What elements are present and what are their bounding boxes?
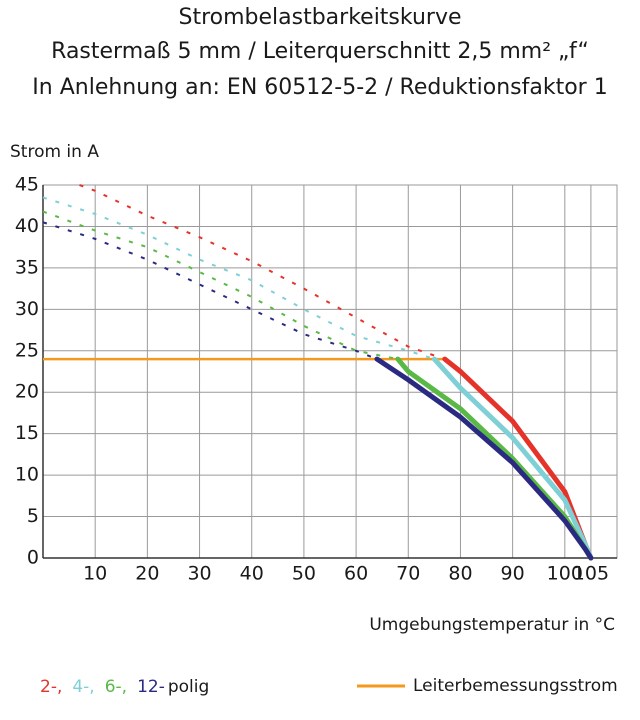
y-tick-label: 20 xyxy=(15,381,39,403)
legend-label: Leiterbemessungsstrom xyxy=(413,676,618,696)
chart-subtitle: In Anlehnung an: EN 60512-5-2 / Reduktio… xyxy=(32,75,607,100)
x-tick-label: 10 xyxy=(83,563,107,585)
x-tick-label: 70 xyxy=(396,563,420,585)
y-tick-label: 40 xyxy=(15,215,39,237)
y-tick-label: 15 xyxy=(15,422,39,444)
y-tick-label: 25 xyxy=(15,339,39,361)
y-tick-label: 35 xyxy=(15,256,39,278)
legend-label: 4-, xyxy=(72,677,94,697)
ideal-curve xyxy=(42,196,435,361)
x-tick-label: 60 xyxy=(344,563,368,585)
derating-curve xyxy=(374,356,594,561)
chart-title: Strombelastbarkeitskurve xyxy=(178,5,461,30)
x-tick-label: 100 xyxy=(547,563,583,585)
x-tick-label: 90 xyxy=(501,563,525,585)
derating-curve xyxy=(395,356,594,561)
legend-label: 2-, xyxy=(40,677,62,697)
x-tick-label: 50 xyxy=(292,563,316,585)
x-tick-label: 105 xyxy=(573,563,609,585)
ideal-curve xyxy=(79,184,446,361)
ideal-curve xyxy=(42,210,399,361)
y-axis-label: Strom in A xyxy=(10,142,99,162)
chart-subtitle: Rastermaß 5 mm / Leiterquerschnitt 2,5 m… xyxy=(51,39,589,64)
legend-suffix: polig xyxy=(168,677,209,697)
x-tick-label: 40 xyxy=(240,563,264,585)
legend-label: 6-, xyxy=(105,677,127,697)
ideal-curve xyxy=(42,221,378,360)
x-tick-label: 80 xyxy=(448,563,472,585)
legend-label: 12- xyxy=(137,677,165,697)
y-tick-label: 45 xyxy=(15,174,39,196)
x-tick-label: 30 xyxy=(187,563,211,585)
x-axis-label: Umgebungstemperatur in °C xyxy=(369,615,615,635)
y-tick-label: 10 xyxy=(15,464,39,486)
y-tick-label: 5 xyxy=(27,505,39,527)
y-tick-label: 0 xyxy=(27,547,39,569)
x-tick-label: 20 xyxy=(135,563,159,585)
y-tick-label: 30 xyxy=(15,298,39,320)
